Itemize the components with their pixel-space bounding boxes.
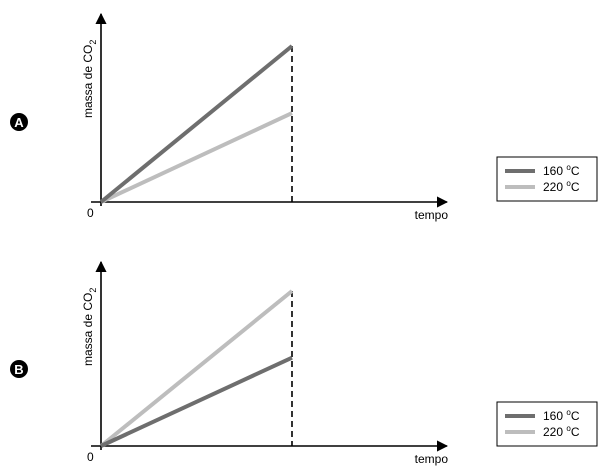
origin-label: 0 (87, 450, 94, 464)
legend-entry-value: 160 (543, 164, 566, 178)
legend-entry-value: 220 (543, 180, 566, 194)
legend-entry-unit: C (571, 180, 580, 194)
legend-entry-degree: o (566, 408, 571, 417)
legend-entry-degree: o (566, 179, 571, 188)
panel-badge-letter: A (14, 115, 24, 130)
legend-entry-unit: C (571, 409, 580, 423)
legend-entry-1: 220 oC (543, 424, 580, 439)
legend-entry-unit: C (571, 425, 580, 439)
panel-badge (10, 360, 28, 378)
y-axis-label-main: massa de CO (81, 293, 95, 366)
legend-entry-0: 160 oC (543, 408, 580, 423)
origin-label: 0 (87, 206, 94, 220)
y-axis-label: massa de CO2 (81, 288, 98, 366)
series-line-0 (100, 355, 293, 448)
legend-entry-value: 220 (543, 425, 566, 439)
panel-badge-letter: B (14, 362, 23, 377)
y-axis-label: massa de CO2 (81, 40, 98, 118)
legend-entry-degree: o (566, 424, 571, 433)
legend-entry-value: 160 (543, 409, 566, 423)
x-axis-label: tempo (415, 208, 449, 222)
legend-entry-degree: o (566, 163, 571, 172)
panel-badge (10, 113, 28, 131)
legend-entry-0: 160 oC (543, 163, 580, 178)
y-axis-label-main: massa de CO (81, 45, 95, 118)
y-axis-label-subscript: 2 (88, 40, 98, 45)
legend-box (496, 156, 598, 202)
x-axis-label: tempo (415, 452, 449, 466)
y-axis-label-subscript: 2 (88, 288, 98, 293)
legend-box (496, 401, 598, 447)
series-line-1 (100, 111, 293, 204)
series-line-1 (99, 289, 294, 448)
legend-entry-unit: C (571, 164, 580, 178)
legend-entry-1: 220 oC (543, 179, 580, 194)
series-line-0 (99, 44, 294, 204)
